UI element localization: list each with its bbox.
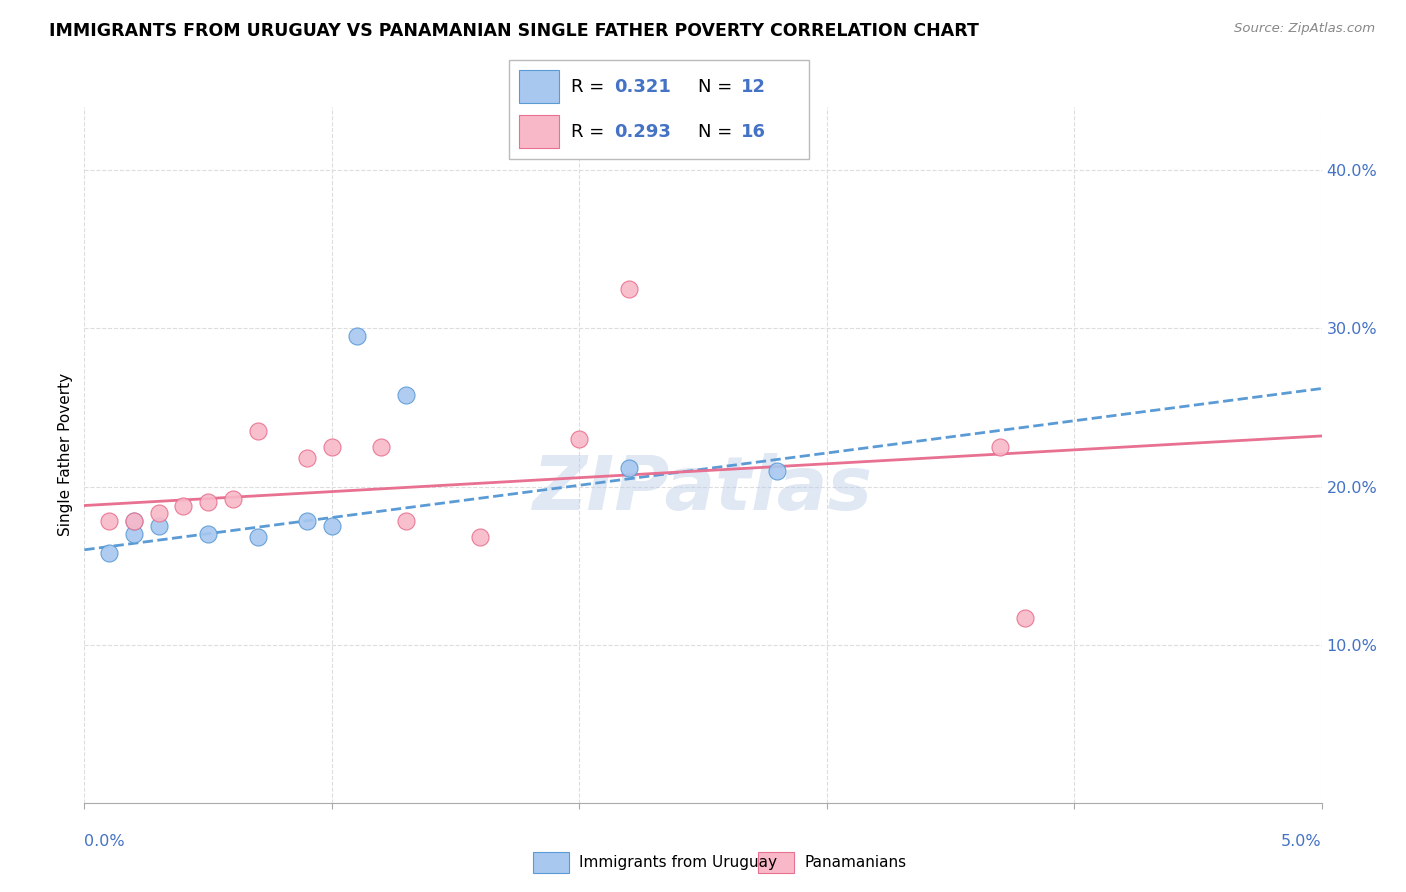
- Point: [568, 432, 591, 446]
- Point: [295, 451, 318, 466]
- Point: [321, 519, 343, 533]
- Point: [1014, 611, 1036, 625]
- Text: IMMIGRANTS FROM URUGUAY VS PANAMANIAN SINGLE FATHER POVERTY CORRELATION CHART: IMMIGRANTS FROM URUGUAY VS PANAMANIAN SI…: [49, 22, 979, 40]
- Y-axis label: Single Father Poverty: Single Father Poverty: [58, 374, 73, 536]
- Point: [395, 514, 418, 528]
- Text: 16: 16: [741, 123, 766, 141]
- Point: [122, 527, 145, 541]
- Point: [172, 499, 194, 513]
- Point: [617, 282, 640, 296]
- Point: [321, 440, 343, 454]
- Text: 0.321: 0.321: [614, 78, 671, 95]
- FancyBboxPatch shape: [509, 60, 810, 159]
- Point: [98, 514, 121, 528]
- Point: [222, 492, 245, 507]
- Point: [766, 464, 789, 478]
- Text: Source: ZipAtlas.com: Source: ZipAtlas.com: [1234, 22, 1375, 36]
- Bar: [758, 852, 794, 873]
- Point: [148, 507, 170, 521]
- Text: N =: N =: [697, 123, 738, 141]
- Text: Immigrants from Uruguay: Immigrants from Uruguay: [579, 855, 778, 870]
- Point: [346, 329, 368, 343]
- Text: N =: N =: [697, 78, 738, 95]
- Text: ZIPatlas: ZIPatlas: [533, 453, 873, 526]
- Text: R =: R =: [571, 123, 610, 141]
- Text: 0.0%: 0.0%: [84, 834, 125, 849]
- Point: [197, 495, 219, 509]
- Point: [617, 460, 640, 475]
- FancyBboxPatch shape: [519, 115, 558, 148]
- Text: R =: R =: [571, 78, 610, 95]
- Text: 0.293: 0.293: [614, 123, 671, 141]
- Point: [395, 388, 418, 402]
- Point: [246, 530, 269, 544]
- Text: 5.0%: 5.0%: [1281, 834, 1322, 849]
- Point: [98, 546, 121, 560]
- Point: [148, 519, 170, 533]
- Text: Panamanians: Panamanians: [804, 855, 907, 870]
- Point: [197, 527, 219, 541]
- Point: [988, 440, 1011, 454]
- Point: [122, 514, 145, 528]
- Point: [246, 424, 269, 438]
- Point: [370, 440, 392, 454]
- Point: [295, 514, 318, 528]
- Point: [122, 514, 145, 528]
- FancyBboxPatch shape: [519, 70, 558, 103]
- Bar: [533, 852, 569, 873]
- Point: [470, 530, 492, 544]
- Text: 12: 12: [741, 78, 766, 95]
